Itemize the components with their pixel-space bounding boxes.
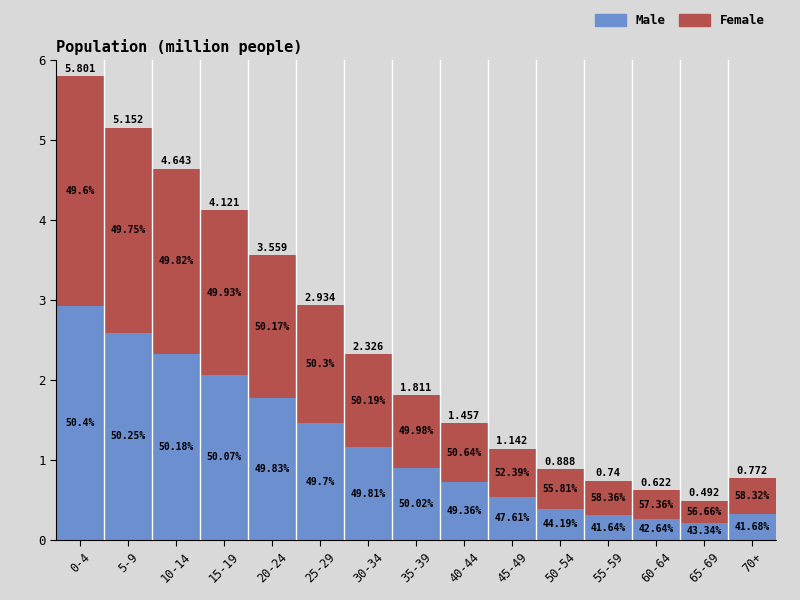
Text: 49.6%: 49.6% — [66, 186, 94, 196]
Bar — [344, 354, 392, 448]
Text: 50.25%: 50.25% — [110, 431, 146, 442]
Text: 44.19%: 44.19% — [542, 520, 578, 529]
Text: 5.801: 5.801 — [64, 64, 96, 74]
Bar — [104, 333, 152, 540]
Bar — [392, 395, 440, 467]
Bar — [488, 497, 536, 540]
Bar — [728, 478, 776, 514]
Bar — [152, 169, 200, 353]
Text: 1.142: 1.142 — [496, 436, 528, 446]
Bar — [440, 482, 488, 540]
Bar — [56, 76, 104, 306]
Text: 50.64%: 50.64% — [446, 448, 482, 458]
Bar — [440, 424, 488, 482]
Text: 0.492: 0.492 — [688, 488, 720, 498]
Bar — [248, 398, 296, 540]
Bar — [584, 481, 632, 515]
Text: 2.326: 2.326 — [352, 341, 384, 352]
Text: 49.36%: 49.36% — [446, 506, 482, 516]
Bar — [104, 128, 152, 333]
Text: 58.36%: 58.36% — [590, 493, 626, 503]
Text: 49.83%: 49.83% — [254, 464, 290, 474]
Text: 49.98%: 49.98% — [398, 427, 434, 436]
Text: 49.93%: 49.93% — [206, 287, 242, 298]
Text: 5.152: 5.152 — [112, 115, 144, 125]
Bar — [536, 509, 584, 540]
Bar — [200, 375, 248, 540]
Text: 0.772: 0.772 — [736, 466, 768, 476]
Bar — [488, 449, 536, 497]
Text: 3.559: 3.559 — [256, 243, 288, 253]
Bar — [248, 255, 296, 398]
Text: 0.622: 0.622 — [640, 478, 672, 488]
Bar — [632, 490, 680, 519]
Text: 50.19%: 50.19% — [350, 395, 386, 406]
Text: Population (million people): Population (million people) — [56, 38, 302, 55]
Text: 43.34%: 43.34% — [686, 526, 722, 536]
Bar — [152, 353, 200, 540]
Bar — [728, 514, 776, 540]
Bar — [392, 467, 440, 540]
Bar — [56, 306, 104, 540]
Text: 47.61%: 47.61% — [494, 513, 530, 523]
Text: 50.3%: 50.3% — [306, 359, 334, 370]
Text: 50.18%: 50.18% — [158, 442, 194, 452]
Text: 49.75%: 49.75% — [110, 226, 146, 235]
Legend: Male, Female: Male, Female — [590, 8, 770, 32]
Text: 56.66%: 56.66% — [686, 507, 722, 517]
Text: 4.121: 4.121 — [208, 198, 240, 208]
Text: 50.02%: 50.02% — [398, 499, 434, 509]
Bar — [584, 515, 632, 540]
Text: 55.81%: 55.81% — [542, 484, 578, 494]
Text: 41.64%: 41.64% — [590, 523, 626, 533]
Text: 4.643: 4.643 — [160, 156, 192, 166]
Text: 50.4%: 50.4% — [66, 418, 94, 428]
Text: 49.82%: 49.82% — [158, 256, 194, 266]
Bar — [296, 424, 344, 540]
Bar — [200, 211, 248, 375]
Text: 0.888: 0.888 — [544, 457, 576, 467]
Bar — [680, 523, 728, 540]
Text: 0.74: 0.74 — [595, 469, 621, 478]
Bar — [536, 469, 584, 509]
Text: 50.17%: 50.17% — [254, 322, 290, 332]
Bar — [296, 305, 344, 424]
Text: 57.36%: 57.36% — [638, 500, 674, 509]
Text: 2.934: 2.934 — [304, 293, 336, 303]
Text: 49.7%: 49.7% — [306, 476, 334, 487]
Text: 49.81%: 49.81% — [350, 488, 386, 499]
Bar — [344, 448, 392, 540]
Bar — [632, 519, 680, 540]
Text: 52.39%: 52.39% — [494, 467, 530, 478]
Bar — [680, 500, 728, 523]
Text: 58.32%: 58.32% — [734, 491, 770, 501]
Text: 1.811: 1.811 — [400, 383, 432, 393]
Text: 1.457: 1.457 — [448, 411, 480, 421]
Text: 42.64%: 42.64% — [638, 524, 674, 535]
Text: 41.68%: 41.68% — [734, 522, 770, 532]
Text: 50.07%: 50.07% — [206, 452, 242, 463]
